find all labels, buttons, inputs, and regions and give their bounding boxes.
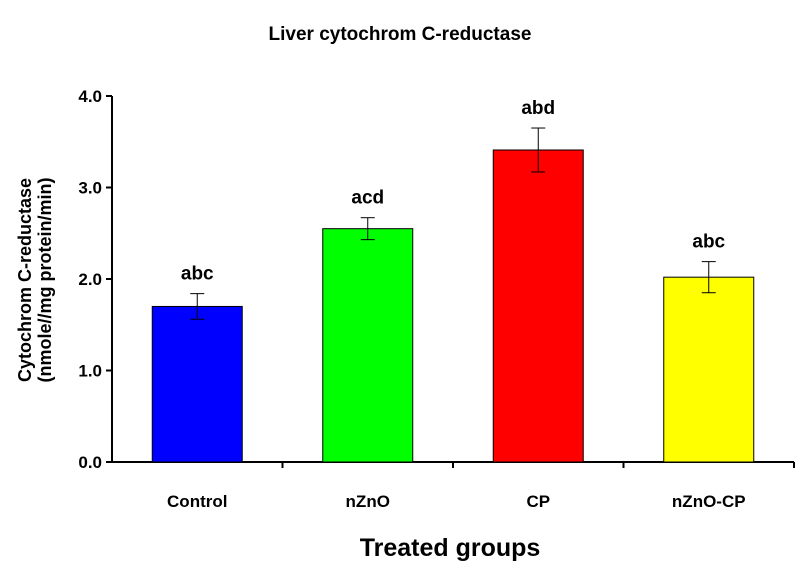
chart-title: Liver cytochrom C-reductase (269, 24, 532, 45)
significance-label: abd (521, 98, 555, 119)
plot-area: 0.0 1.0 2.0 3.0 4.0 abc Control acd nZnO abd CP abc… (78, 87, 795, 511)
y-axis-title: Cytochrom C-reductase (nmole//mg protein… (15, 177, 55, 382)
bar-nzno-cp (663, 276, 755, 463)
x-tick-label: nZnO (346, 492, 390, 511)
x-axis-title: Treated groups (360, 534, 541, 562)
y-tick-label: 2.0 (78, 270, 102, 289)
significance-label: abc (692, 232, 725, 253)
y-tick-label: 0.0 (78, 453, 102, 472)
y-tick-label: 4.0 (78, 87, 102, 106)
y-tick-label: 1.0 (78, 362, 102, 381)
bar-cp (492, 149, 584, 463)
y-tick-label: 3.0 (78, 179, 102, 198)
bar-control (151, 305, 243, 463)
significance-label: acd (351, 188, 384, 209)
x-tick-label: Control (167, 492, 227, 511)
x-tick-label: nZnO-CP (672, 492, 746, 511)
x-tick-label: CP (526, 492, 550, 511)
significance-label: abc (181, 264, 214, 285)
y-axis-title-line2: (nmole//mg protein/min) (35, 177, 55, 382)
bar-nzno (322, 228, 414, 463)
y-axis-title-line1: Cytochrom C-reductase (15, 178, 35, 382)
